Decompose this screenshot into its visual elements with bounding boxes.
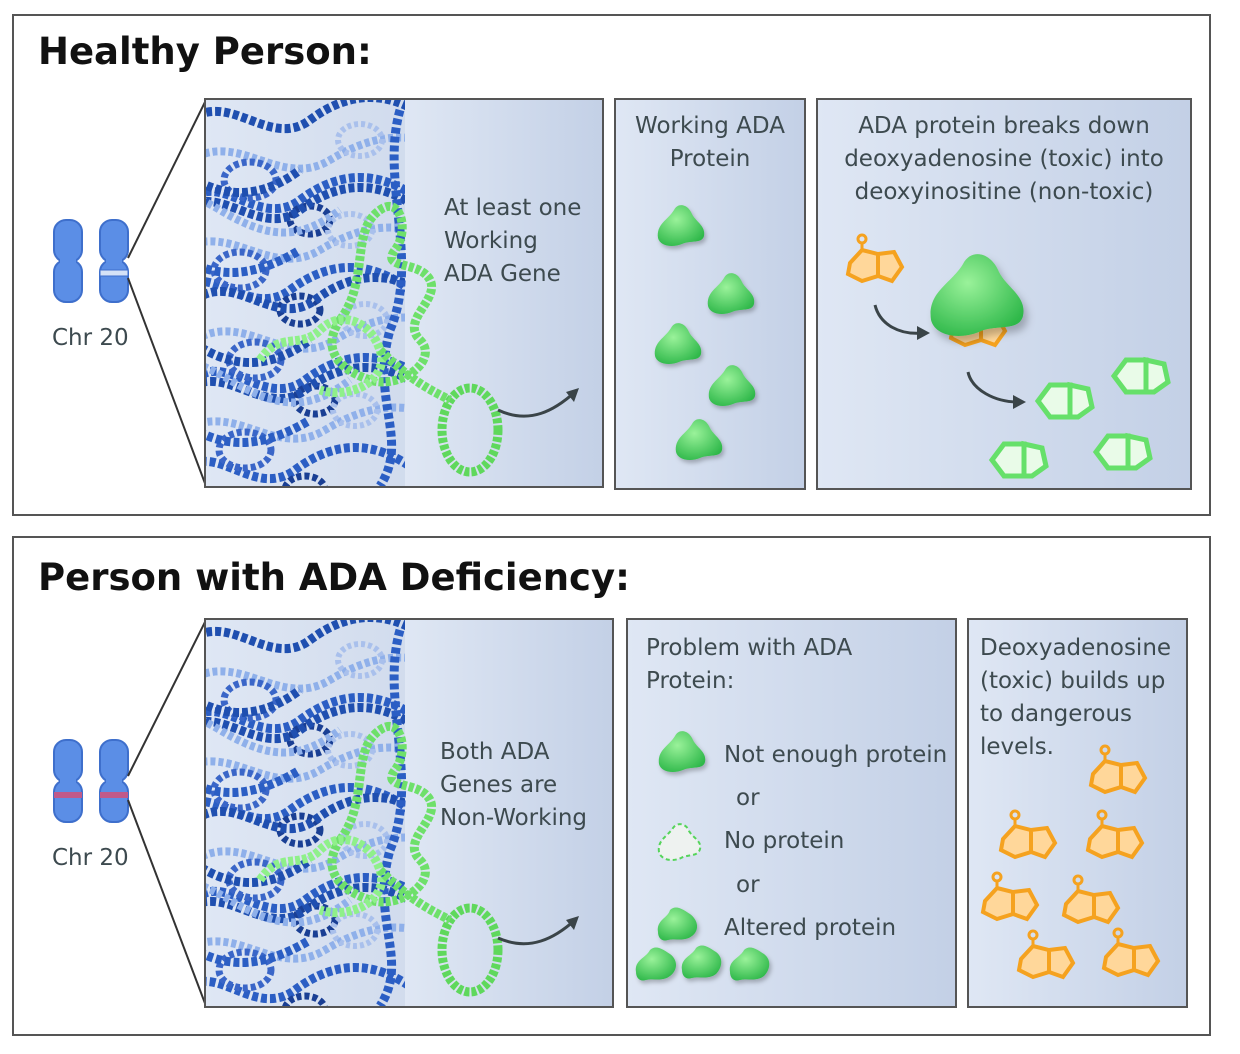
option-or: or — [736, 872, 760, 898]
problem-panel — [626, 618, 957, 1008]
gene-panel — [0, 98, 604, 488]
option-or: or — [736, 785, 760, 811]
gene-label-line: Genes are — [440, 772, 558, 798]
gene-label: At least one Working ADA Gene — [444, 192, 581, 291]
reaction-panel — [816, 98, 1192, 490]
chromosome-label: Chr 20 — [52, 845, 129, 871]
molecule-hexagon-icon — [1114, 360, 1168, 392]
buildup-label-line: Deoxyadenosine — [980, 635, 1172, 661]
problem-title-line: Protein: — [646, 668, 735, 694]
gene-panel — [204, 618, 614, 1008]
molecule-hexagon-icon — [992, 444, 1046, 476]
molecule-hexagon-icon — [1096, 436, 1150, 468]
chromosome-icon — [53, 219, 129, 303]
protein-label: Working ADA Protein — [615, 110, 805, 176]
gene-label: Both ADA Genes are Non-Working — [440, 736, 587, 835]
gene-label-line: Non-Working — [440, 805, 588, 831]
arrow-icon — [497, 390, 577, 418]
reaction-label-line: deoxyadenosine (toxic) into — [844, 146, 1164, 172]
buildup-label-line: to dangerous — [980, 701, 1133, 727]
molecule-hexagon-icon — [1038, 385, 1092, 417]
problem-title: Problem with ADA Protein: — [646, 632, 852, 698]
gene-label-line: ADA Gene — [444, 261, 561, 287]
protein-label-line: Protein — [669, 146, 751, 172]
buildup-panel — [967, 618, 1188, 1008]
chromosome-icon — [53, 739, 129, 823]
option-none: No protein — [724, 828, 845, 854]
protein-panel — [614, 98, 806, 490]
section-title-deficiency: Person with ADA Deficiency: — [38, 556, 630, 599]
arrow-icon — [966, 371, 1019, 404]
healthy-section — [0, 14, 1211, 516]
zoom-line — [127, 799, 207, 1007]
gene-label-line: At least one — [444, 195, 582, 221]
arrow-icon — [873, 304, 923, 335]
gene-label-line: Working — [444, 228, 538, 254]
option-not-enough: Not enough protein — [724, 742, 948, 768]
zoom-line — [127, 99, 207, 259]
arrow-icon — [497, 918, 577, 946]
option-altered: Altered protein — [724, 915, 897, 941]
buildup-label-line: levels. — [980, 734, 1054, 760]
reaction-label: ADA protein breaks down deoxyadenosine (… — [817, 110, 1191, 209]
reaction-label-line: ADA protein breaks down — [858, 113, 1150, 139]
protein-label-line: Working ADA — [635, 113, 785, 139]
gene-label-line: Both ADA — [440, 739, 550, 765]
problem-title-line: Problem with ADA — [646, 635, 853, 661]
buildup-label-line: (toxic) builds up — [980, 668, 1166, 694]
section-title-healthy: Healthy Person: — [38, 30, 372, 73]
zoom-line — [127, 619, 207, 777]
empty-protein-outline-icon — [657, 823, 702, 861]
buildup-label: Deoxyadenosine (toxic) builds up to dang… — [980, 632, 1171, 764]
protein-blob-icon — [930, 254, 1024, 336]
dna-strand — [0, 100, 602, 486]
chromosome-label: Chr 20 — [52, 325, 129, 351]
deficiency-section — [12, 536, 1211, 1036]
altered-protein-icon — [635, 907, 770, 981]
reaction-label-line: deoxyinositine (non-toxic) — [854, 179, 1154, 205]
zoom-line — [127, 277, 207, 487]
